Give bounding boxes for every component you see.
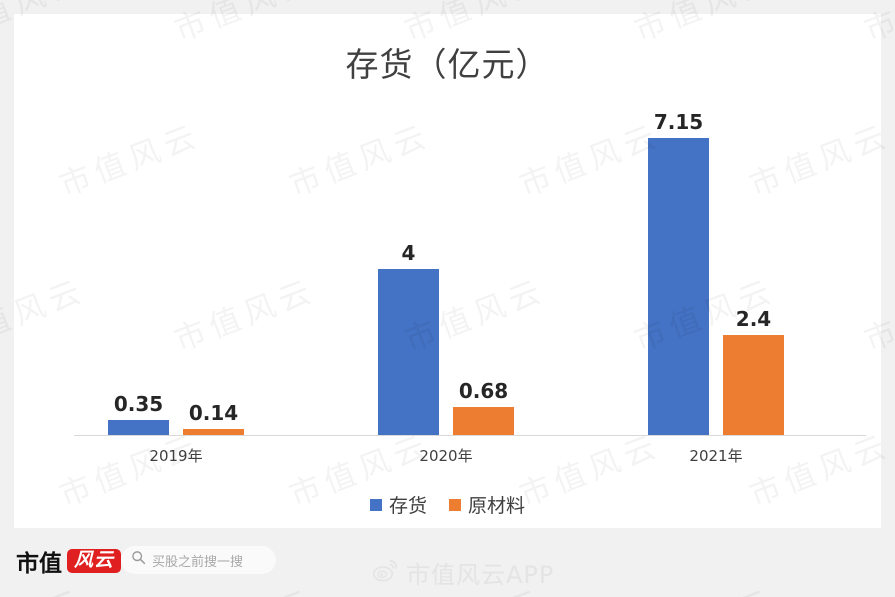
search-input[interactable]: 买股之前搜一搜 <box>121 546 276 574</box>
bar-value-label: 0.68 <box>458 378 509 403</box>
chart-legend: 存货 原材料 <box>14 491 881 518</box>
bar-value-label: 0.14 <box>188 401 239 426</box>
category-label-2019年: 2019年 <box>149 447 203 465</box>
bar-原材料-2019年[interactable] <box>183 429 244 435</box>
chart-card: 存货（亿元） 0.35 0.14 2019年 4 0.68 2020年 7.15 2.4 202… <box>14 14 881 528</box>
legend-swatch-icon <box>369 498 382 511</box>
legend-item-yuancailiao[interactable]: 原材料 <box>449 491 525 518</box>
category-label-2020年: 2020年 <box>419 447 473 465</box>
legend-label: 存货 <box>388 495 427 517</box>
search-icon <box>131 550 146 570</box>
bar-value-label: 0.35 <box>113 392 164 417</box>
weibo-watermark: 市值风云APP <box>372 555 554 590</box>
weibo-label: 市值风云APP <box>406 561 555 589</box>
bar-value-label: 7.15 <box>653 109 704 134</box>
search-placeholder: 买股之前搜一搜 <box>152 554 244 570</box>
legend-swatch-icon <box>449 498 461 511</box>
chart-title: 存货（亿元） <box>345 45 550 84</box>
bar-value-label: 2.4 <box>735 307 772 332</box>
brand-logo: 市值 风云 <box>16 544 122 578</box>
bar-存货-2019年[interactable] <box>108 420 169 435</box>
legend-item-cunhuo[interactable]: 存货 <box>369 491 427 518</box>
bar-原材料-2020年[interactable] <box>453 406 514 435</box>
footer-bar: 市值 风云 买股之前搜一搜 <box>0 528 895 597</box>
brand-name: 市值 <box>16 551 62 577</box>
legend-label: 原材料 <box>468 495 526 517</box>
bar-value-label: 4 <box>401 240 416 265</box>
category-label-2021年: 2021年 <box>689 447 743 465</box>
bar-原材料-2021年[interactable] <box>723 335 784 435</box>
brand-badge: 风云 <box>67 548 122 574</box>
plot-area: 0.35 0.14 2019年 4 0.68 2020年 7.15 2.4 2021年 <box>14 14 881 528</box>
bar-存货-2020年[interactable] <box>378 268 439 435</box>
bar-存货-2021年[interactable] <box>648 137 709 435</box>
x-axis-line <box>74 435 866 436</box>
weibo-icon <box>372 557 399 589</box>
